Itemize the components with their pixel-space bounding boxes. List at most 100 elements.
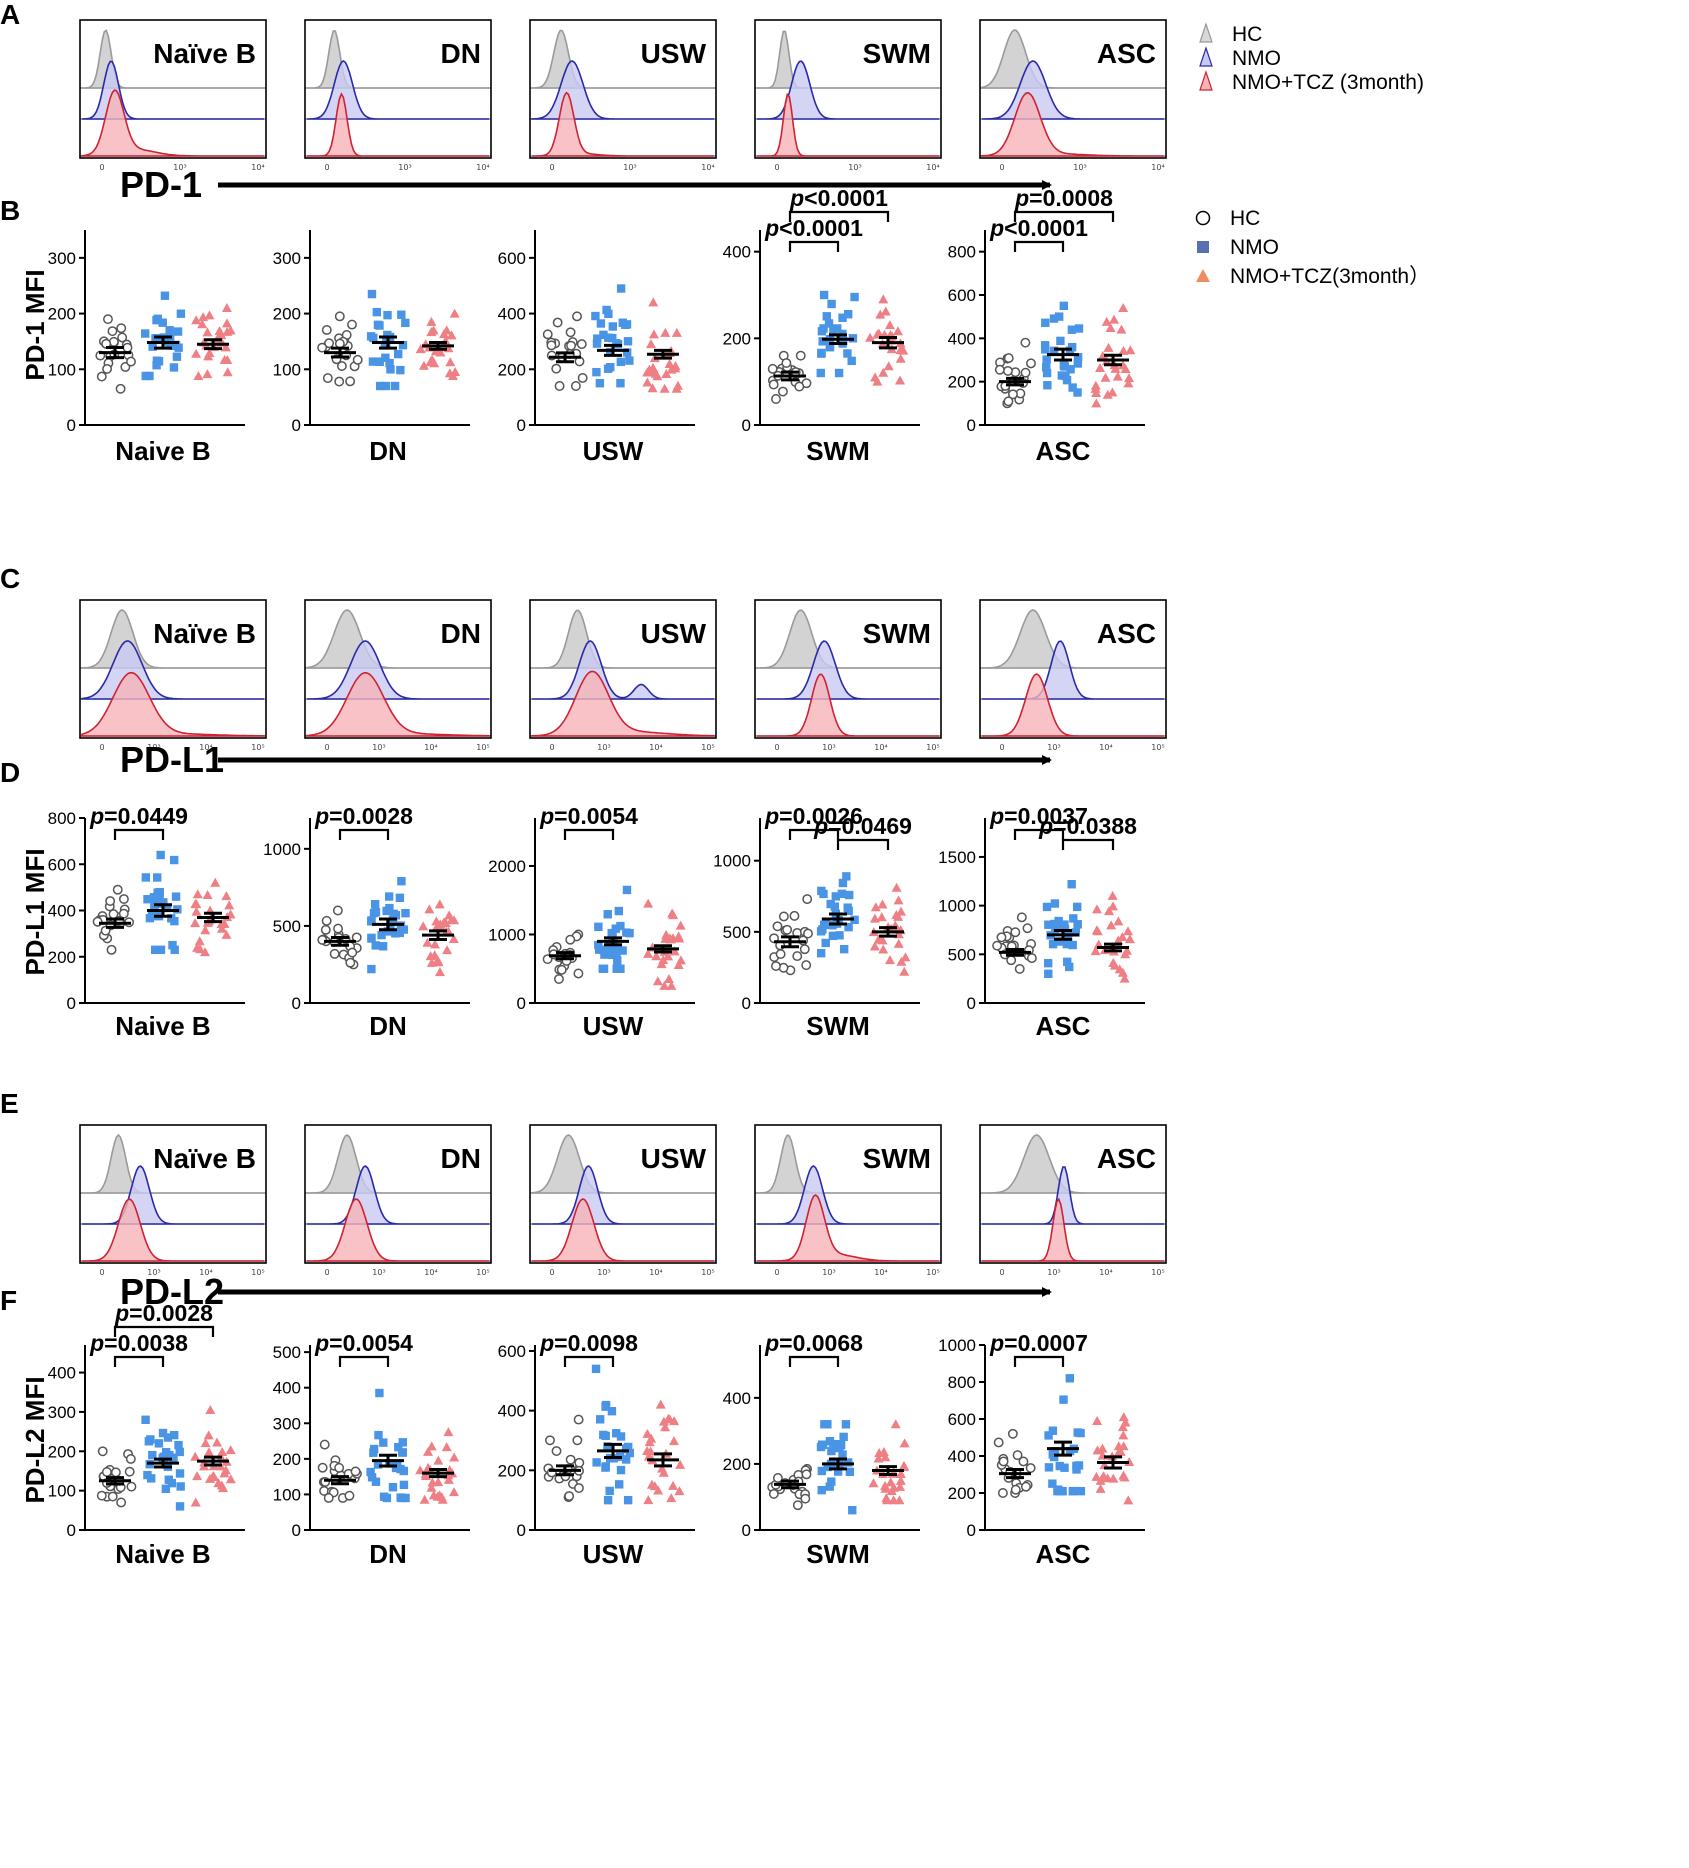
tcz-point <box>666 1493 677 1503</box>
category-label: USW <box>583 436 644 466</box>
histogram-frame <box>979 19 1167 159</box>
tcz-point <box>642 1446 653 1456</box>
histogram-hc <box>531 29 714 89</box>
histogram-tcz <box>531 670 715 737</box>
nmo-point <box>1066 365 1075 374</box>
tcz-point <box>190 918 201 928</box>
tcz-point <box>668 910 679 920</box>
nmo-point <box>601 1431 610 1441</box>
y-tick-label: 600 <box>48 855 76 874</box>
nmo-point <box>1073 353 1083 362</box>
nmo-point <box>381 381 391 391</box>
nmo-point <box>595 1415 605 1424</box>
histogram-frame <box>79 1124 267 1264</box>
nmo-point <box>837 889 847 898</box>
nmo-point <box>1053 1486 1062 1496</box>
hc-point <box>551 1446 562 1456</box>
histogram-tick-label: 0 <box>549 743 554 752</box>
significance-bracket <box>113 828 165 840</box>
tcz-point <box>1091 925 1102 935</box>
nmo-point <box>1071 928 1081 937</box>
y-tick-label: 800 <box>948 1373 976 1392</box>
tcz-point <box>893 938 904 948</box>
nmo-point <box>145 371 154 381</box>
tcz-point <box>1124 373 1135 383</box>
hc-point <box>572 311 582 322</box>
nmo-point <box>150 945 160 955</box>
histogram-tcz <box>532 91 714 157</box>
histogram-frame <box>979 1124 1167 1264</box>
tcz-point <box>434 967 445 977</box>
hc-point <box>347 319 357 330</box>
y-tick-label: 0 <box>742 1521 751 1540</box>
nmo-point <box>625 1448 634 1458</box>
tcz-point <box>661 368 672 378</box>
histogram-title: DN <box>441 618 481 649</box>
histogram-title: USW <box>641 1143 707 1174</box>
nmo-point <box>612 339 621 348</box>
nmo-point <box>1054 312 1064 321</box>
tcz-point <box>191 899 202 909</box>
tcz-point <box>200 925 211 935</box>
nmo-point <box>594 922 603 931</box>
nmo-point <box>375 357 384 366</box>
hc-point <box>576 339 587 350</box>
category-label: Naive B <box>115 1539 210 1569</box>
category-label: DN <box>369 1539 407 1569</box>
category-label: USW <box>583 1011 644 1041</box>
y-tick-label: 600 <box>948 286 976 305</box>
histogram-panel: SWM 0 10³ 10⁴ <box>754 19 942 172</box>
hc-point <box>321 915 332 926</box>
tcz-point <box>644 364 655 374</box>
histogram-tick-label: 10⁵ <box>476 743 489 752</box>
nmo-point <box>1060 920 1069 929</box>
nmo-point <box>1060 1463 1069 1472</box>
y-tick-label: 600 <box>498 1342 526 1361</box>
tcz-point <box>675 1459 686 1469</box>
hc-point <box>777 386 788 397</box>
hc-point <box>573 968 584 979</box>
tcz-point <box>415 344 426 354</box>
hc-point <box>334 338 345 349</box>
y-axis-label: PD-1 MFI <box>20 269 50 380</box>
histogram-tick-label: 10⁴ <box>649 743 662 752</box>
hc-point <box>782 924 793 935</box>
nmo-point <box>1041 363 1051 372</box>
panel-letter-B: B <box>0 195 20 226</box>
y-tick-label: 1000 <box>938 897 976 916</box>
tcz-point <box>214 326 225 336</box>
tcz-point <box>448 1487 459 1497</box>
histogram-nmo <box>307 640 489 700</box>
y-tick-label: 0 <box>292 1521 301 1540</box>
tcz-point <box>1105 323 1116 333</box>
nmo-point <box>401 318 410 328</box>
hc-point <box>771 394 781 404</box>
tcz-point <box>893 895 904 905</box>
significance-bracket <box>563 828 615 840</box>
nmo-point <box>1073 359 1083 368</box>
hc-point <box>570 381 581 391</box>
histogram-tcz <box>981 91 1164 157</box>
tcz-point <box>210 877 221 887</box>
tcz-point <box>191 906 202 916</box>
histogram-title: SWM <box>863 38 931 69</box>
nmo-point <box>1049 314 1059 323</box>
tcz-point <box>442 945 453 955</box>
tcz-point <box>426 1482 437 1492</box>
nmo-point <box>148 342 157 351</box>
tcz-point <box>216 919 227 929</box>
nmo-point <box>1073 388 1082 397</box>
nmo-point <box>370 900 380 909</box>
nmo-point <box>383 927 392 936</box>
histogram-title: DN <box>441 38 481 69</box>
hc-point <box>322 373 333 384</box>
histogram-panel: USW 0 10³ 10⁴ 10⁵ <box>529 1124 717 1277</box>
nmo-point <box>821 917 830 927</box>
nmo-point <box>169 341 179 351</box>
nmo-point <box>379 1492 389 1501</box>
nmo-point <box>1041 345 1050 354</box>
nmo-point <box>819 889 828 899</box>
p-value-label: p=0.0038 <box>89 1330 188 1356</box>
histogram-tick-label: 10³ <box>173 163 186 172</box>
histogram-title: ASC <box>1097 1143 1156 1174</box>
